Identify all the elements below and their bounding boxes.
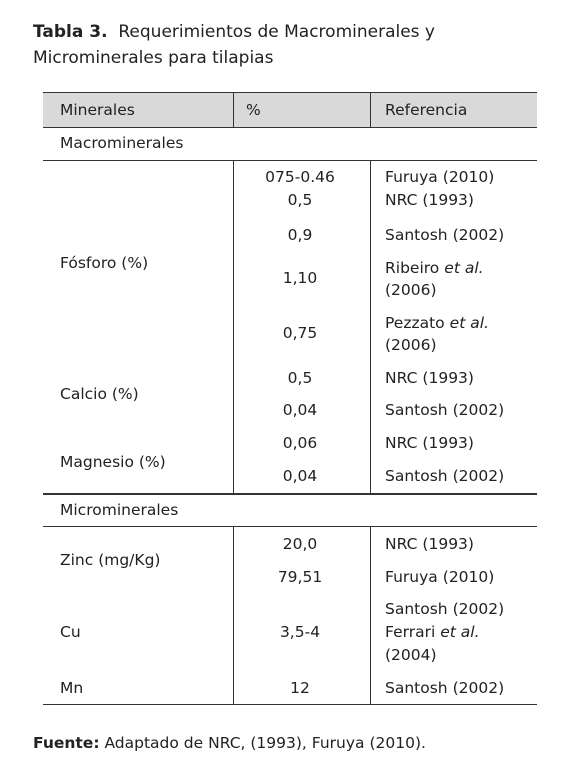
ref-etal: et al. — [449, 314, 489, 332]
reference: Santosh (2002) — [385, 226, 504, 244]
ref-name: NRC — [385, 535, 418, 553]
reference: NRC (1993) — [385, 535, 474, 553]
ref-name: Santosh — [385, 600, 448, 618]
ref-name: Ferrari — [385, 623, 436, 641]
ref-name: NRC — [385, 191, 418, 209]
mineral: Zinc (mg/Kg) — [60, 551, 161, 569]
ref-year: (2006) — [385, 281, 437, 299]
mineral: Magnesio (%) — [60, 453, 166, 471]
mineral: Mn — [60, 679, 84, 697]
ref-year: (1993) — [422, 369, 474, 387]
ref-name: NRC — [385, 369, 418, 387]
ref-year: (2010) — [442, 568, 495, 586]
value: 075-0.46 — [265, 168, 335, 186]
ref-name: Santosh — [385, 226, 448, 244]
divider — [233, 526, 234, 704]
ref-name: Santosh — [385, 467, 448, 485]
reference: Pezzato et al. — [385, 314, 489, 332]
header-cell: Referencia — [385, 101, 468, 119]
section-label: Microminerales — [60, 501, 179, 519]
footer-label: Fuente: — [33, 734, 100, 752]
ref-year: (2002) — [452, 467, 505, 485]
ref-year: (1993) — [422, 535, 474, 553]
ref-name: Santosh — [385, 401, 448, 419]
ref-name: Furuya — [385, 568, 438, 586]
rule — [43, 493, 537, 495]
reference: Santosh (2002) — [385, 467, 504, 485]
ref-name: Santosh — [385, 679, 448, 697]
reference: Ferrari et al. — [385, 623, 480, 641]
mineral: Fósforo (%) — [60, 254, 149, 272]
mineral: Cu — [60, 623, 81, 641]
title-label: Tabla 3. — [33, 22, 108, 42]
ref-name: Ribeiro — [385, 259, 440, 277]
section-label: Macrominerales — [60, 134, 184, 152]
value: 20,0 — [282, 535, 318, 553]
footer: Fuente: Adaptado de NRC, (1993), Furuya … — [33, 734, 426, 752]
value: 79,51 — [277, 568, 323, 586]
value: 0,04 — [282, 467, 318, 485]
reference: Furuya (2010) — [385, 168, 494, 186]
rule — [43, 92, 537, 93]
header-bg — [43, 92, 537, 127]
rule — [43, 160, 537, 161]
divider — [233, 92, 234, 127]
divider — [370, 92, 371, 127]
ref-year: (2002) — [452, 226, 505, 244]
value: 0,5 — [287, 191, 313, 209]
reference: Santosh (2002) — [385, 401, 504, 419]
ref-year: (2006) — [385, 336, 437, 354]
footer-text: Adaptado de NRC, (1993), Furuya (2010). — [104, 734, 426, 752]
title-text: Requerimientos de Macrominerales y — [118, 22, 435, 42]
header-cell: % — [246, 101, 261, 119]
ref-year: (2002) — [452, 401, 505, 419]
rule — [43, 127, 537, 128]
value: 0,06 — [282, 434, 318, 452]
reference: NRC (1993) — [385, 369, 474, 387]
divider — [370, 160, 371, 493]
header-cell: Minerales — [60, 101, 135, 119]
value: 0,9 — [287, 226, 313, 244]
value: 3,5-4 — [279, 623, 321, 641]
reference: NRC (1993) — [385, 434, 474, 452]
ref-year: (1993) — [422, 191, 474, 209]
ref-year: (1993) — [422, 434, 474, 452]
value: 0,75 — [282, 324, 318, 342]
reference: NRC (1993) — [385, 191, 474, 209]
mineral: Calcio (%) — [60, 385, 139, 403]
reference: Santosh (2002) — [385, 679, 504, 697]
ref-year: (2002) — [452, 600, 505, 618]
ref-year: (2004) — [385, 646, 437, 664]
reference: Santosh (2002) — [385, 600, 504, 618]
rule — [43, 704, 537, 705]
reference: Ribeiro et al. — [385, 259, 484, 277]
ref-name: Furuya — [385, 168, 438, 186]
divider — [233, 160, 234, 493]
value: 0,04 — [282, 401, 318, 419]
value: 0,5 — [287, 369, 313, 387]
ref-etal: et al. — [444, 259, 484, 277]
ref-name: NRC — [385, 434, 418, 452]
ref-year: (2002) — [452, 679, 505, 697]
ref-etal: et al. — [440, 623, 480, 641]
ref-name: Pezzato — [385, 314, 445, 332]
divider — [370, 526, 371, 704]
rule — [43, 526, 537, 527]
title-text: Microminerales para tilapias — [33, 48, 274, 68]
ref-year: (2010) — [442, 168, 495, 186]
title-line: Tabla 3. Requerimientos de Macrominerale… — [33, 22, 435, 42]
reference: Furuya (2010) — [385, 568, 494, 586]
value: 12 — [290, 679, 310, 697]
value: 1,10 — [282, 269, 318, 287]
